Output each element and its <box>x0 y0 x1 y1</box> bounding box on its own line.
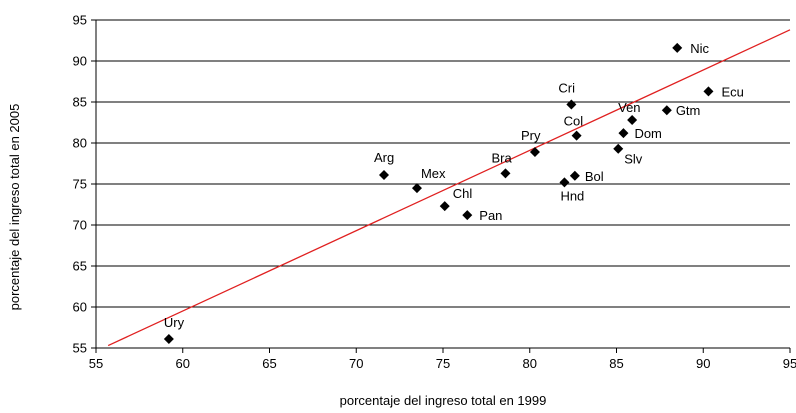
x-tick-label: 90 <box>696 356 710 371</box>
point-label: Ury <box>164 315 185 330</box>
gridlines <box>96 19 790 308</box>
x-tick-label: 60 <box>176 356 190 371</box>
y-tick-label: 65 <box>73 259 87 274</box>
x-tick-label: 70 <box>349 356 363 371</box>
trend-line <box>107 29 791 347</box>
y-tick-label: 80 <box>73 136 87 151</box>
point-label: Ecu <box>721 84 743 99</box>
y-tick-label: 55 <box>73 341 87 356</box>
trend-line-group <box>107 29 791 347</box>
point-label: Pry <box>521 128 541 143</box>
data-point-dom <box>618 128 629 139</box>
point-label: Dom <box>634 126 661 141</box>
data-point-bol <box>569 170 580 181</box>
axes <box>91 19 791 353</box>
y-tick-label: 75 <box>73 177 87 192</box>
point-label: Ven <box>618 100 640 115</box>
data-point-ven <box>627 115 638 126</box>
point-label: Bra <box>491 150 512 165</box>
point-label: Chl <box>453 186 473 201</box>
data-point-pan <box>462 210 473 221</box>
point-label: Col <box>564 114 584 129</box>
data-point-ury <box>163 333 174 344</box>
data-point-hnd <box>559 177 570 188</box>
data-point-nic <box>672 42 683 53</box>
x-tick-label: 65 <box>262 356 276 371</box>
point-label: Bol <box>585 169 604 184</box>
data-point-bra <box>500 168 511 179</box>
y-tick-labels: 55 60 65 70 75 80 85 90 95 <box>73 13 87 356</box>
data-point-gtm <box>661 105 672 116</box>
point-label: Cri <box>558 80 575 95</box>
x-tick-label: 75 <box>436 356 450 371</box>
y-tick-label: 60 <box>73 300 87 315</box>
y-axis-title: porcentaje del ingreso total en 2005 <box>7 104 22 311</box>
x-axis-title: porcentaje del ingreso total en 1999 <box>340 393 547 408</box>
point-label: Pan <box>479 208 502 223</box>
y-tick-label: 95 <box>73 13 87 28</box>
y-tick-label: 70 <box>73 218 87 233</box>
data-point-ecu <box>703 86 714 97</box>
point-label: Nic <box>690 41 709 56</box>
x-tick-labels: 55 60 65 70 75 80 85 90 95 <box>89 356 796 371</box>
data-point-col <box>571 130 582 141</box>
point-label: Gtm <box>676 103 701 118</box>
data-point-arg <box>379 169 390 180</box>
point-label: Mex <box>421 166 446 181</box>
data-point-mex <box>411 183 422 194</box>
point-label: Slv <box>624 152 643 167</box>
data-point-cri <box>566 99 577 110</box>
x-tick-label: 55 <box>89 356 103 371</box>
point-label: Hnd <box>560 188 584 203</box>
y-tick-label: 90 <box>73 54 87 69</box>
data-points <box>163 42 714 344</box>
x-tick-label: 95 <box>783 356 796 371</box>
point-label: Arg <box>374 150 394 165</box>
data-point-chl <box>439 201 450 212</box>
data-point-slv <box>613 143 624 154</box>
x-tick-label: 85 <box>609 356 623 371</box>
y-tick-label: 85 <box>73 95 87 110</box>
x-tick-label: 80 <box>523 356 537 371</box>
data-point-pry <box>529 147 540 158</box>
